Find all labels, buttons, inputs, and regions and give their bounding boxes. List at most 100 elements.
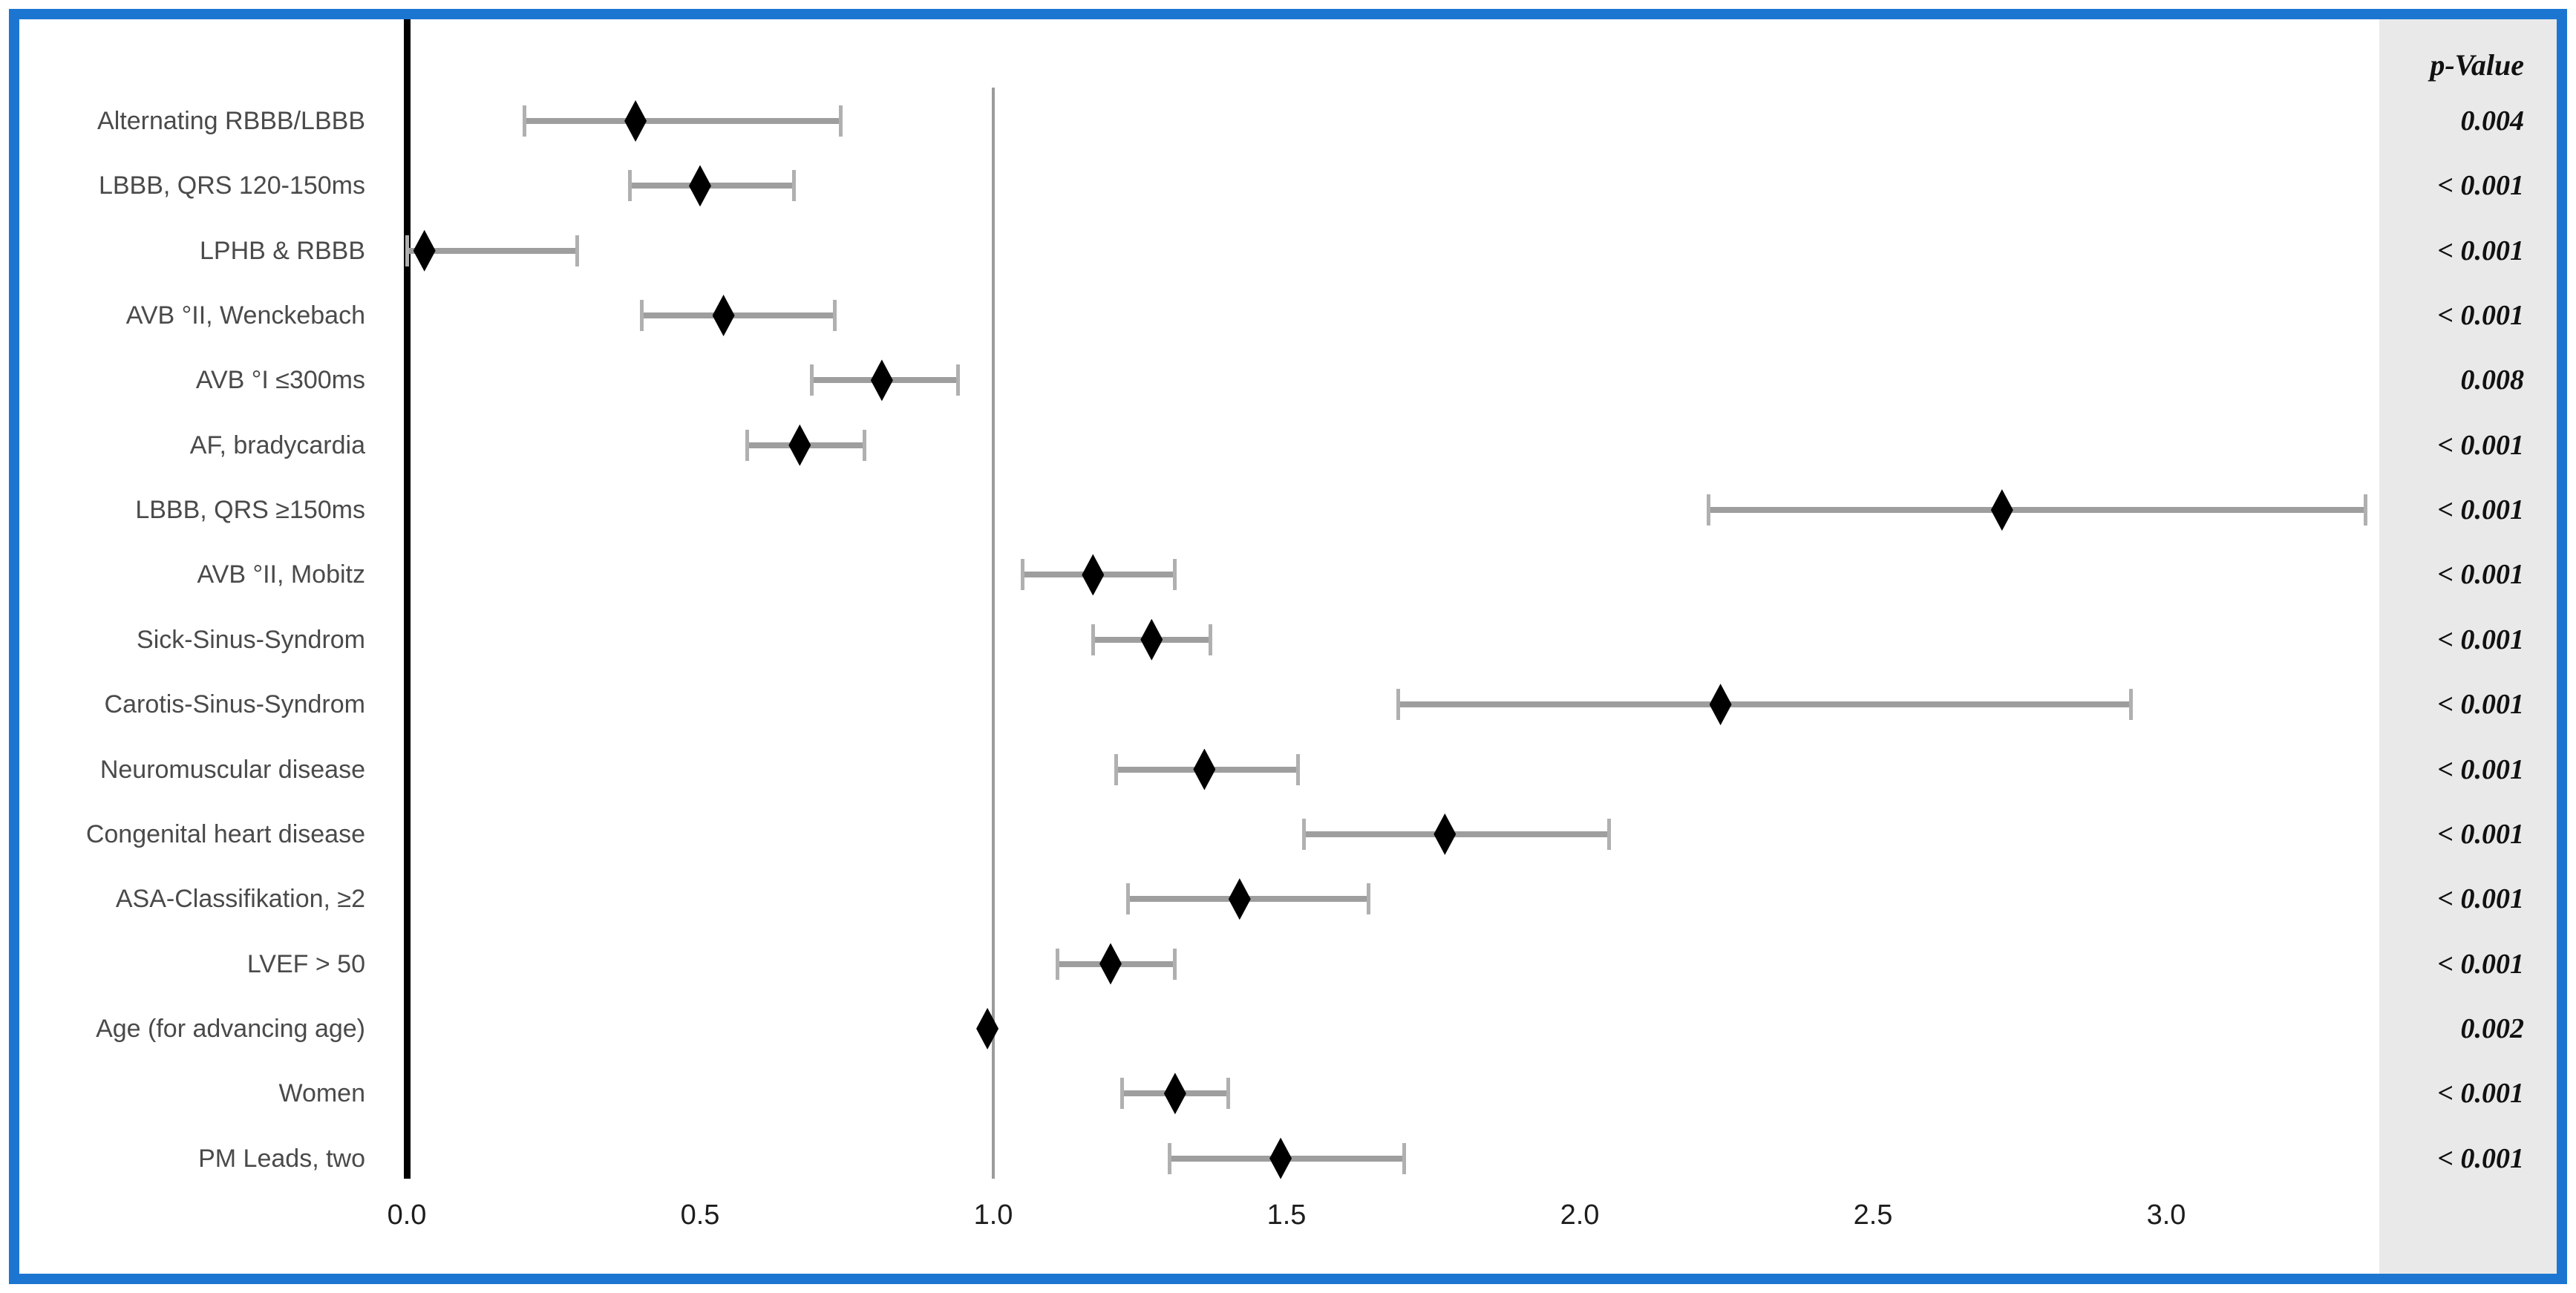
ci-cap-left — [522, 105, 526, 137]
ci-bar — [630, 183, 794, 189]
ci-cap-left — [1120, 1078, 1125, 1110]
ci-bar — [524, 118, 841, 124]
point-marker-diamond — [1140, 618, 1163, 661]
ci-bar — [641, 312, 835, 319]
ci-cap-right — [1173, 559, 1177, 591]
point-marker-diamond — [712, 295, 735, 337]
row-label: Congenital heart disease — [85, 819, 365, 848]
p-value: < 0.001 — [2437, 753, 2524, 785]
point-marker-diamond — [788, 424, 811, 466]
row-label: AVB °II, Mobitz — [197, 560, 365, 589]
ci-cap-left — [1167, 1142, 1171, 1174]
x-tick-label: 0.5 — [680, 1199, 720, 1231]
p-value: < 0.001 — [2437, 948, 2524, 980]
point-marker-diamond — [1709, 684, 1732, 726]
p-value: < 0.001 — [2437, 494, 2524, 526]
ci-cap-left — [1091, 623, 1095, 655]
row-label: AVB °I ≤300ms — [195, 366, 365, 395]
x-tick-label: 1.0 — [973, 1199, 1013, 1231]
row-label: Women — [278, 1079, 365, 1108]
p-value: < 0.001 — [2437, 559, 2524, 591]
ci-cap-left — [745, 429, 749, 461]
row-label: LBBB, QRS 120-150ms — [98, 171, 365, 200]
p-value: < 0.001 — [2437, 429, 2524, 461]
ci-cap-right — [1402, 1142, 1406, 1174]
ci-cap-left — [1126, 883, 1131, 915]
p-value: 0.004 — [2460, 105, 2525, 137]
row-label: Sick-Sinus-Syndrom — [137, 625, 365, 654]
ci-cap-right — [1173, 948, 1177, 980]
ci-cap-left — [1056, 948, 1060, 980]
row-label: AF, bradycardia — [189, 431, 365, 459]
ci-cap-right — [839, 105, 843, 137]
row-label: LPHB & RBBB — [200, 236, 365, 265]
ci-cap-right — [833, 300, 837, 332]
point-marker-diamond — [1990, 489, 2013, 531]
ci-cap-right — [1296, 753, 1301, 785]
ci-cap-right — [956, 364, 961, 396]
row-label: AVB °II, Wenckebach — [125, 301, 365, 330]
point-marker-diamond — [1228, 878, 1251, 920]
ci-bar — [1398, 701, 2131, 708]
x-tick-label: 2.0 — [1560, 1199, 1600, 1231]
p-value: < 0.001 — [2437, 300, 2524, 332]
x-tick-label: 1.5 — [1266, 1199, 1307, 1231]
row-label: ASA-Classifikation, ≥2 — [115, 885, 365, 914]
point-marker-diamond — [870, 359, 893, 402]
p-value: < 0.001 — [2437, 170, 2524, 202]
ci-bar — [1708, 507, 2366, 514]
ci-cap-left — [1396, 689, 1400, 721]
ci-cap-left — [405, 235, 409, 266]
x-tick-label: 2.5 — [1853, 1199, 1893, 1231]
row-label: Carotis-Sinus-Syndrom — [104, 690, 365, 719]
ci-cap-left — [1302, 818, 1307, 850]
ci-cap-right — [1607, 818, 1611, 850]
point-marker-diamond — [1082, 554, 1105, 596]
p-value: 0.002 — [2460, 1012, 2525, 1044]
p-value: < 0.001 — [2437, 1142, 2524, 1174]
point-marker-diamond — [1193, 748, 1216, 790]
row-label: PM Leads, two — [198, 1144, 365, 1173]
ci-cap-right — [1208, 623, 1212, 655]
ci-cap-right — [1226, 1078, 1230, 1110]
point-marker-diamond — [976, 1007, 999, 1050]
ci-cap-left — [639, 300, 644, 332]
point-marker-diamond — [624, 100, 647, 142]
x-tick-label: 0.0 — [387, 1199, 427, 1231]
row-label: Alternating RBBB/LBBB — [97, 107, 365, 135]
row-label: Age (for advancing age) — [96, 1014, 365, 1043]
zero-axis-line — [403, 19, 411, 1179]
p-value: < 0.001 — [2437, 883, 2524, 915]
ci-bar — [407, 247, 578, 254]
ci-cap-right — [862, 429, 866, 461]
point-marker-diamond — [413, 229, 436, 272]
ci-cap-right — [2364, 494, 2368, 526]
point-marker-diamond — [1163, 1073, 1186, 1115]
p-value-panel — [2379, 19, 2557, 1274]
row-label: LBBB, QRS ≥150ms — [135, 496, 365, 525]
ci-cap-right — [2129, 689, 2134, 721]
point-marker-diamond — [1269, 1137, 1292, 1179]
p-value-header: p-Value — [2430, 48, 2524, 82]
ci-cap-left — [1021, 559, 1024, 591]
row-label: Neuromuscular disease — [99, 755, 365, 784]
ci-cap-left — [627, 170, 632, 202]
p-value: < 0.001 — [2437, 235, 2524, 266]
reference-line-1 — [992, 88, 995, 1179]
p-value: 0.008 — [2460, 364, 2525, 396]
ci-cap-right — [791, 170, 796, 202]
p-value: < 0.001 — [2437, 689, 2524, 721]
p-value: < 0.001 — [2437, 818, 2524, 850]
ci-cap-left — [1114, 753, 1119, 785]
ci-cap-right — [575, 235, 579, 266]
figure-border — [9, 9, 2567, 1284]
row-label: LVEF > 50 — [246, 949, 365, 978]
p-value: < 0.001 — [2437, 1078, 2524, 1110]
ci-cap-left — [1707, 494, 1711, 526]
ci-bar — [1304, 831, 1609, 837]
ci-cap-right — [1367, 883, 1371, 915]
point-marker-diamond — [1434, 813, 1457, 855]
point-marker-diamond — [1099, 943, 1122, 985]
x-tick-label: 3.0 — [2146, 1199, 2186, 1231]
